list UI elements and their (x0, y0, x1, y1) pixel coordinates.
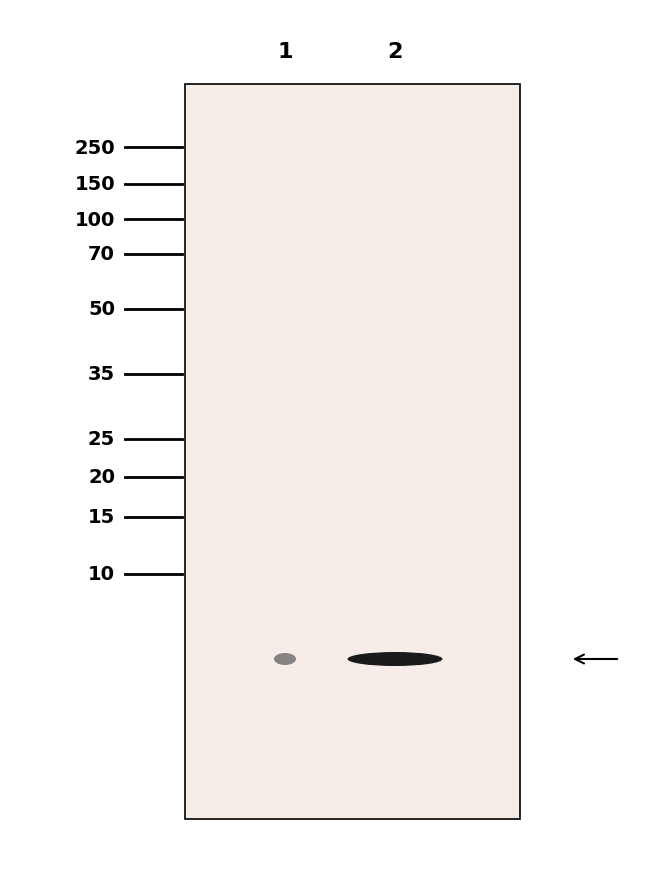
Text: 15: 15 (88, 507, 115, 527)
Ellipse shape (348, 653, 443, 667)
Text: 20: 20 (88, 468, 115, 487)
Text: 50: 50 (88, 300, 115, 319)
Ellipse shape (274, 653, 296, 666)
Text: 100: 100 (75, 210, 115, 229)
Bar (185, 85, 520, 819)
Text: 2: 2 (387, 42, 403, 62)
Text: 10: 10 (88, 565, 115, 584)
Text: 150: 150 (74, 176, 115, 195)
Text: 1: 1 (278, 42, 292, 62)
Text: 35: 35 (88, 365, 115, 384)
Text: 25: 25 (88, 430, 115, 449)
Text: 250: 250 (74, 138, 115, 157)
Text: 70: 70 (88, 245, 115, 264)
